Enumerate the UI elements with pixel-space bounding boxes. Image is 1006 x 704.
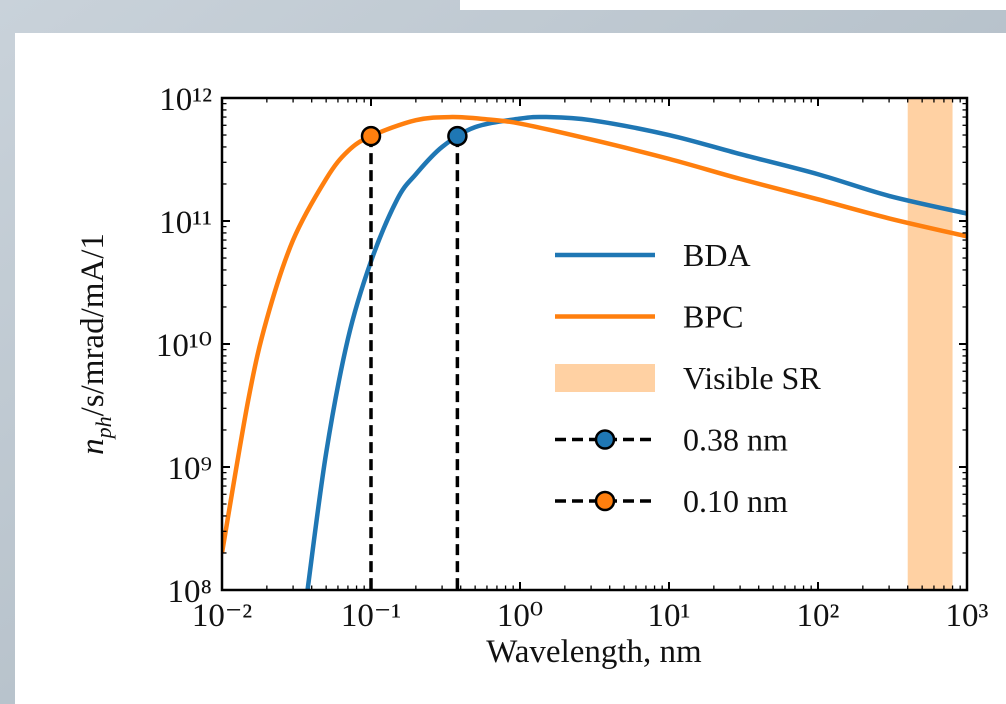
legend-label: 0.38 nm <box>683 422 788 458</box>
y-tick-label: 10¹⁰ <box>156 328 212 364</box>
top-strip <box>460 0 1006 10</box>
x-tick-label: 10² <box>797 598 840 634</box>
marker <box>447 125 468 147</box>
y-label-symbol: n <box>75 438 111 455</box>
legend-label: BDA <box>683 237 751 273</box>
legend-swatch <box>555 364 655 392</box>
y-label-subscript: ph <box>91 416 116 440</box>
y-tick-label: 10⁸ <box>167 574 212 610</box>
y-tick-label: 10¹¹ <box>159 205 212 241</box>
x-tick-label: 10¹ <box>648 598 691 634</box>
x-tick-label: 10⁻¹ <box>341 598 401 634</box>
x-tick-label: 10³ <box>946 598 989 634</box>
y-axis-label: nph/s/mrad/mA/1 <box>75 233 116 455</box>
y-tick-label: 10¹² <box>159 82 212 118</box>
x-tick-label: 10⁰ <box>497 598 543 634</box>
legend-marker <box>594 490 616 512</box>
y-tick-label: 10⁹ <box>167 451 212 487</box>
marker <box>360 125 382 147</box>
y-label-units: /s/mrad/mA/1 <box>75 233 111 416</box>
shaded-span <box>907 98 953 590</box>
plot: 10⁻² 10⁻¹ 10⁰ 10¹ 10² 10³ 10⁸ 10⁹ 10¹⁰ 10¹¹ 10¹² BD… <box>156 82 989 634</box>
legend-marker <box>594 429 616 450</box>
legend-label: Visible SR <box>683 360 821 396</box>
x-axis-label: Wavelength, nm <box>486 634 702 670</box>
series-line <box>305 114 967 590</box>
series-line <box>222 114 967 554</box>
figure-panel <box>15 33 1006 704</box>
x-tick-label: 10⁻² <box>192 598 252 634</box>
legend-label: 0.10 nm <box>683 483 788 519</box>
legend-label: BPC <box>683 299 743 335</box>
